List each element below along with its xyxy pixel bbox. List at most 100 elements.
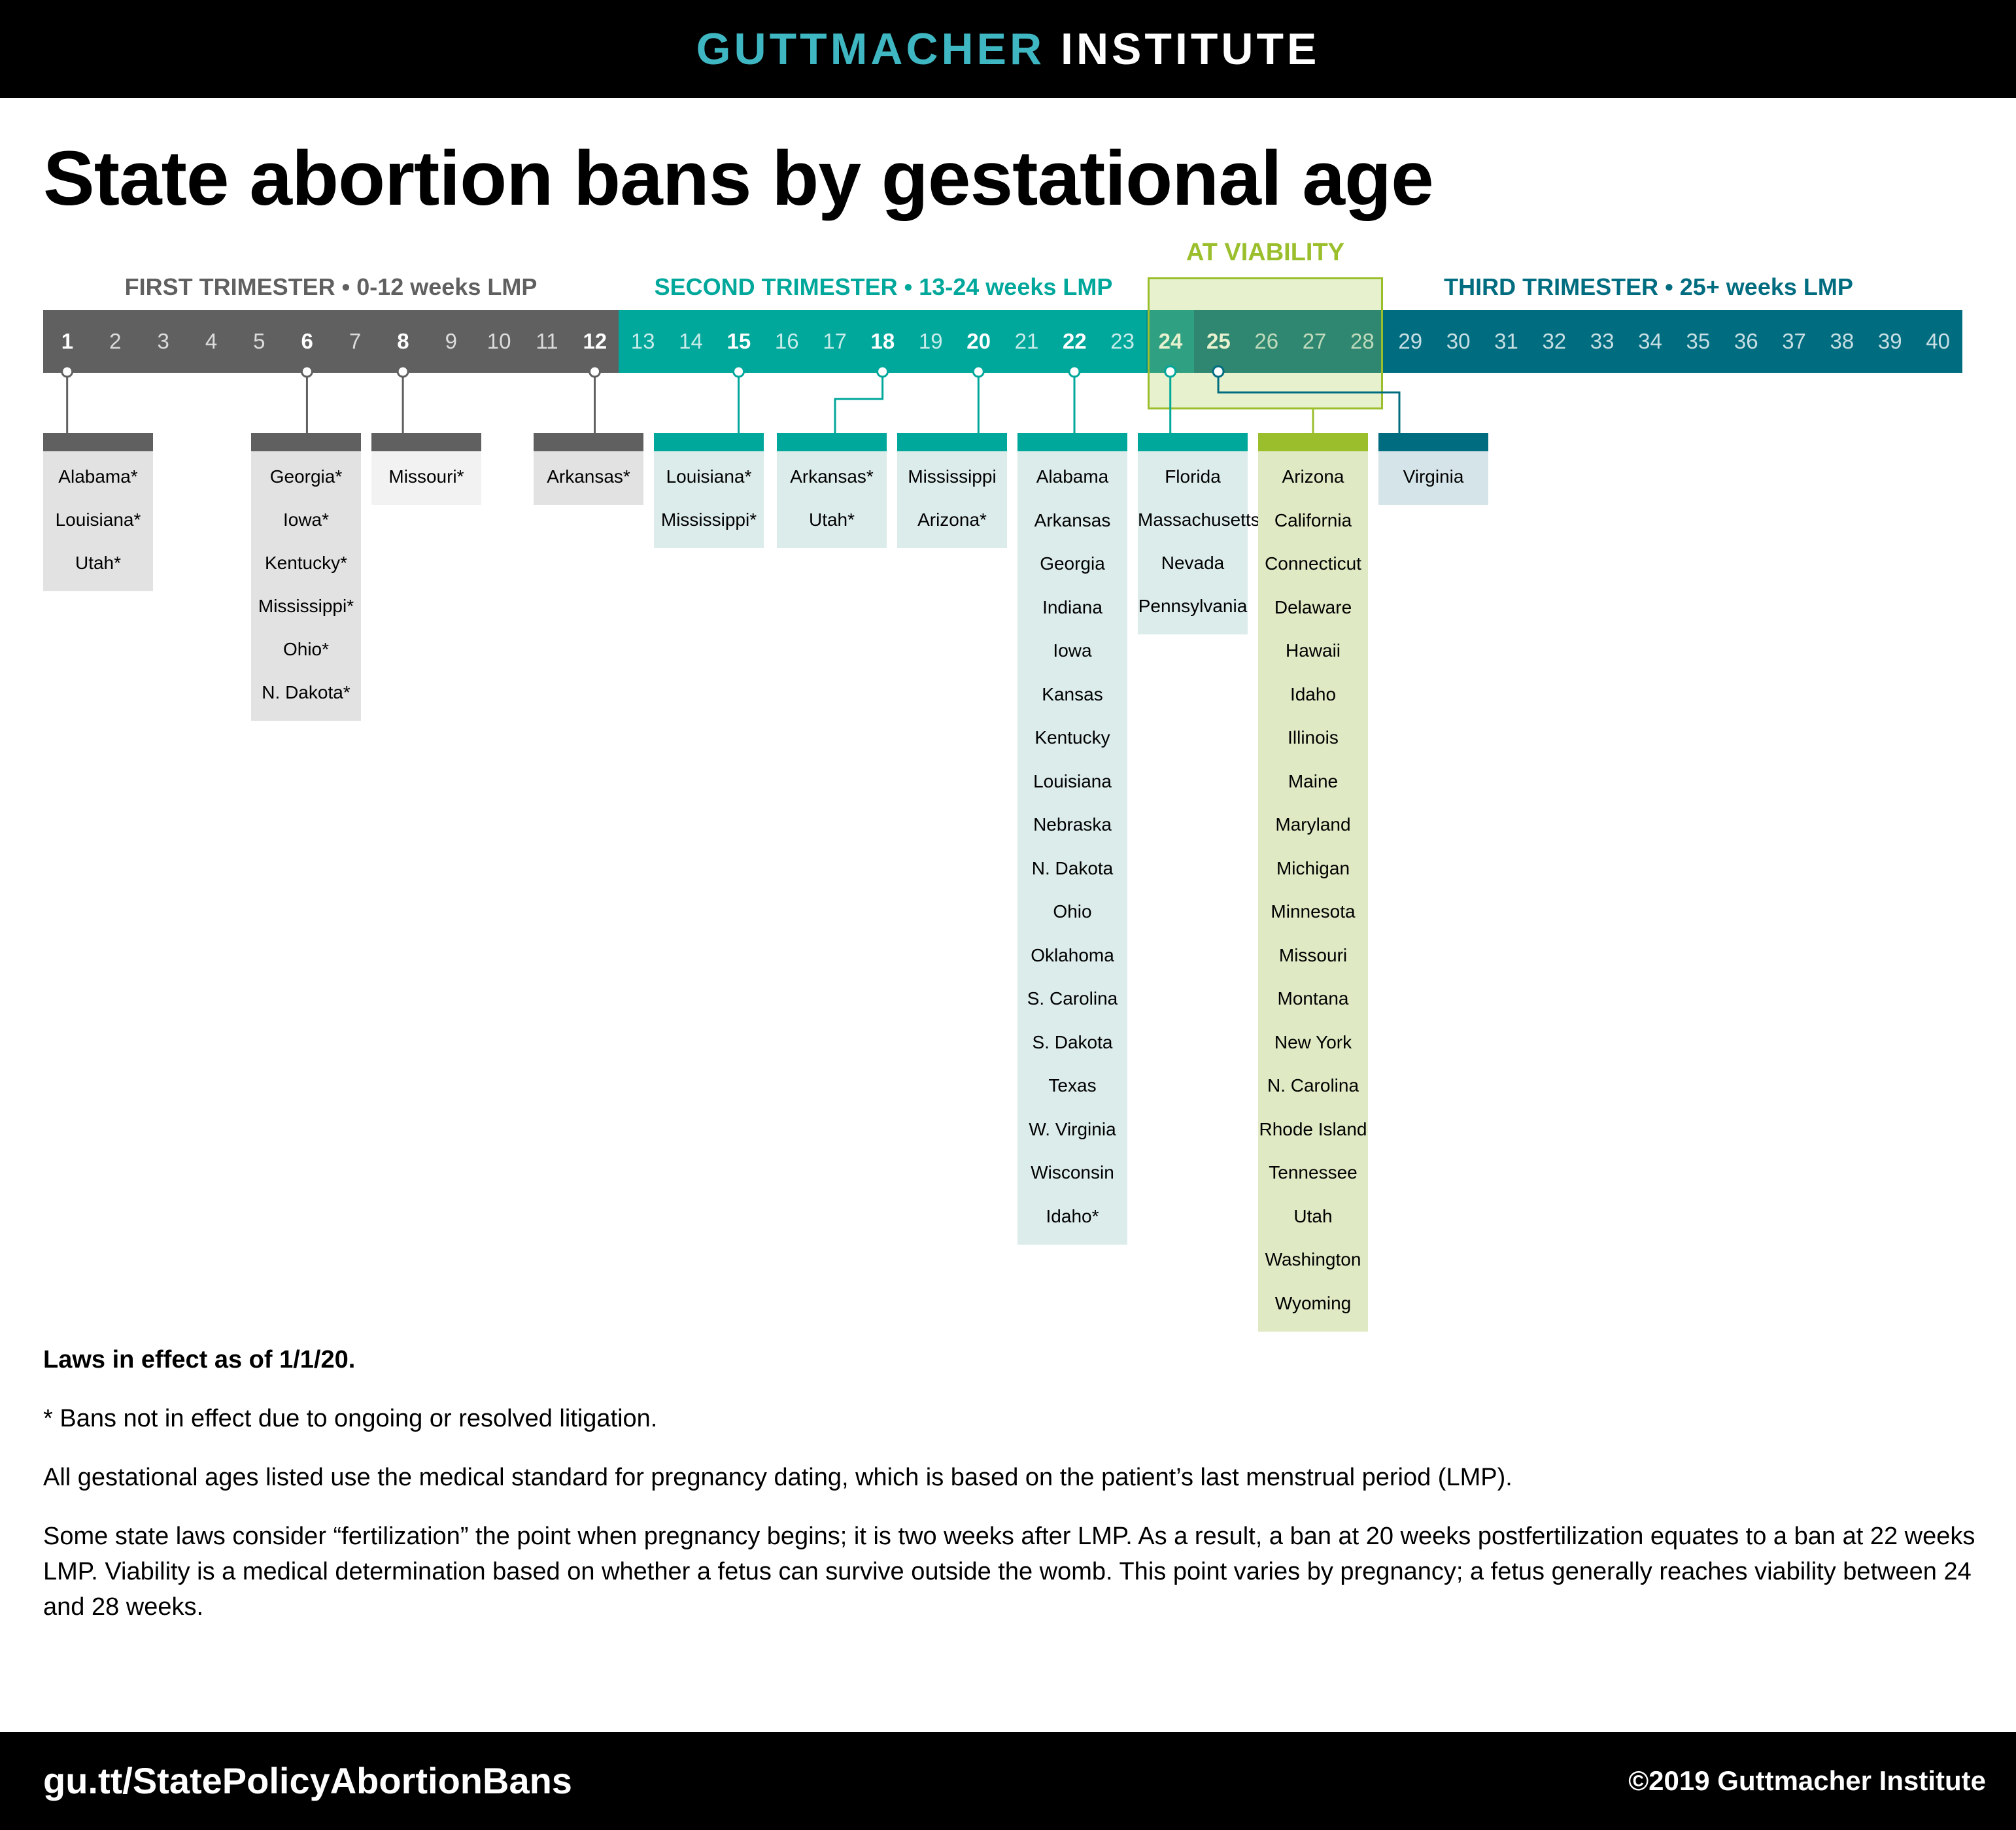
- page-title: State abortion bans by gestational age: [43, 135, 1434, 222]
- state-name: Hawaii: [1285, 640, 1341, 661]
- state-name: W. Virginia: [1029, 1118, 1116, 1139]
- state-name: Ohio*: [282, 639, 330, 659]
- week-11: 11: [522, 310, 572, 373]
- state-name: Delaware: [1274, 596, 1352, 617]
- state-column-22: Alabama Arkansas Georgia Indiana Iowa Kansas K…: [1017, 433, 1127, 1245]
- fertilization-note: Some state laws consider “fertilization”…: [43, 1523, 1975, 1621]
- footer-link[interactable]: gu.tt/StatePolicyAbortionBans: [43, 1760, 572, 1801]
- state-name: Ohio: [1053, 901, 1092, 922]
- state-name: Mississippi*: [258, 596, 354, 616]
- week-24: 24: [1146, 310, 1195, 373]
- week-39: 39: [1866, 310, 1915, 373]
- week-13: 13: [619, 310, 668, 373]
- week-25: 25: [1194, 310, 1243, 373]
- brand-primary: GUTTMACHER: [696, 24, 1046, 74]
- state-name: Maryland: [1275, 814, 1351, 835]
- state-column-6: Georgia* Iowa* Kentucky* Mississippi* Ohio* N…: [251, 433, 361, 721]
- state-column-header: [43, 433, 153, 451]
- week-38: 38: [1817, 310, 1866, 373]
- state-name: Louisiana: [1033, 770, 1112, 791]
- state-name: New York: [1274, 1031, 1352, 1052]
- state-name: Nevada: [1161, 553, 1225, 573]
- state-name: Washington: [1265, 1249, 1361, 1269]
- state-list: Alabama Arkansas Georgia Indiana Iowa Kansas K…: [1017, 451, 1127, 1245]
- state-column-12: Arkansas*: [534, 433, 643, 505]
- state-column-header: [1017, 433, 1127, 451]
- state-name: Utah*: [808, 509, 855, 530]
- state-list: Georgia* Iowa* Kentucky* Mississippi* Ohio* N…: [251, 451, 361, 721]
- week-16: 16: [762, 310, 812, 373]
- header-bar: [0, 0, 2016, 98]
- state-name: Texas: [1048, 1075, 1097, 1096]
- week-21: 21: [1002, 310, 1051, 373]
- state-name: Iowa: [1053, 640, 1092, 661]
- state-column-header: [1378, 433, 1488, 451]
- state-name: Rhode Island: [1259, 1118, 1367, 1139]
- state-name: Arkansas: [1034, 509, 1111, 530]
- state-name: Arizona*: [917, 509, 987, 530]
- state-list: Virginia: [1378, 451, 1488, 505]
- notes: Laws in effect as of 1/1/20. * Bans not …: [43, 1342, 1979, 1648]
- state-name: Arizona: [1282, 466, 1344, 487]
- week-35: 35: [1673, 310, 1722, 373]
- week-27: 27: [1290, 310, 1339, 373]
- state-column-8: Missouri*: [371, 433, 481, 505]
- week-37: 37: [1769, 310, 1819, 373]
- lmp-note: All gestational ages listed use the medi…: [43, 1464, 1512, 1491]
- state-name: Kansas: [1042, 683, 1103, 704]
- state-name: Mississippi: [908, 466, 997, 487]
- state-column-header: [534, 433, 643, 451]
- week-4: 4: [187, 310, 235, 373]
- week-32: 32: [1529, 310, 1579, 373]
- week-23: 23: [1098, 310, 1147, 373]
- footer-bar: [0, 1732, 2016, 1830]
- state-name: Arkansas*: [790, 466, 874, 487]
- state-name: Kentucky: [1034, 727, 1110, 748]
- state-name: Louisiana*: [666, 466, 752, 487]
- state-name: Florida: [1165, 466, 1221, 487]
- state-name: Nebraska: [1033, 814, 1112, 835]
- week-3: 3: [139, 310, 188, 373]
- state-name: Maine: [1288, 770, 1339, 791]
- state-name: Missouri: [1278, 944, 1348, 965]
- state-list: Arkansas*: [534, 451, 643, 505]
- state-list: Arizona California Connecticut Delaware Hawa…: [1258, 451, 1368, 1332]
- state-name: S. Carolina: [1027, 988, 1118, 1009]
- week-20: 20: [954, 310, 1003, 373]
- state-name: Pennsylvania: [1138, 596, 1248, 616]
- state-list: Louisiana* Mississippi*: [654, 451, 764, 548]
- state-name: Louisiana*: [55, 509, 141, 530]
- effective-date-note: Laws in effect as of 1/1/20.: [43, 1346, 356, 1373]
- brand-logo: GUTTMACHER INSTITUTE: [0, 0, 2016, 98]
- state-name: Minnesota: [1271, 901, 1356, 922]
- week-10: 10: [475, 310, 524, 373]
- copyright: ©2019 Guttmacher Institute: [1628, 1765, 1986, 1796]
- week-18: 18: [858, 310, 907, 373]
- state-list: Mississippi Arizona*: [897, 451, 1007, 548]
- viability-range-box: [1148, 277, 1383, 409]
- asterisk-note: * Bans not in effect due to ongoing or r…: [43, 1405, 658, 1432]
- state-column-15: Louisiana* Mississippi*: [654, 433, 764, 548]
- state-column-header: [897, 433, 1007, 451]
- state-column-18: Arkansas* Utah*: [777, 433, 887, 548]
- week-28: 28: [1338, 310, 1387, 373]
- state-column-20: Mississippi Arizona*: [897, 433, 1007, 548]
- first-trimester-label: FIRST TRIMESTER • 0-12 weeks LMP: [124, 273, 538, 300]
- state-name: Mississippi*: [660, 509, 757, 530]
- week-14: 14: [666, 310, 715, 373]
- state-list: Florida Massachusetts Nevada Pennsylvania: [1138, 451, 1260, 634]
- week-36: 36: [1722, 310, 1771, 373]
- state-list: Arkansas* Utah*: [777, 451, 887, 548]
- state-name: Wisconsin: [1031, 1162, 1114, 1183]
- state-name: Iowa*: [282, 509, 330, 530]
- state-name: Georgia*: [269, 466, 343, 487]
- week-40: 40: [1913, 310, 1962, 373]
- week-30: 30: [1434, 310, 1483, 373]
- week-timeline: 1 2 3 4 5 6 7 8 9 10 11 12 13 14 15 16 17 18 19 20 21 22 23 24 2…: [43, 310, 1962, 373]
- state-name: Massachusetts: [1138, 509, 1260, 530]
- state-name: Arkansas*: [547, 466, 630, 487]
- third-trimester-label: THIRD TRIMESTER • 25+ weeks LMP: [1444, 273, 1853, 300]
- state-name: N. Dakota*: [262, 682, 350, 702]
- connector-week-18: [834, 371, 884, 433]
- state-column-1: Alabama* Louisiana* Utah*: [43, 433, 153, 591]
